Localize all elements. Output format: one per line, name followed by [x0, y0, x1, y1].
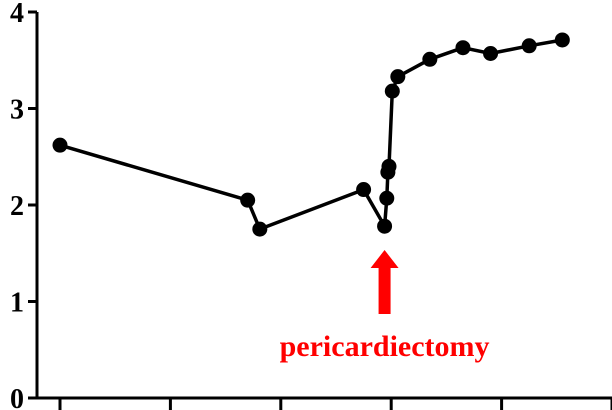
series-line	[59, 38, 563, 231]
data-point	[252, 221, 268, 237]
y-tick-label: 1	[10, 288, 24, 319]
data-point	[381, 158, 397, 174]
annotation-layer: pericardiectomy	[280, 250, 490, 363]
y-tick-label: 2	[10, 191, 24, 222]
data-point	[377, 218, 393, 234]
data-point	[521, 38, 537, 54]
data-point	[52, 137, 68, 153]
data-point	[379, 190, 395, 206]
data-point	[390, 69, 406, 85]
chart-ticks: 0 1 2 3 4	[10, 0, 612, 410]
y-tick-label: 4	[10, 0, 24, 29]
series-layer	[52, 32, 570, 237]
arrow-shaft	[378, 266, 391, 314]
data-point	[554, 32, 570, 48]
y-tick-label: 0	[10, 384, 24, 410]
y-tick-label: 3	[10, 95, 24, 126]
annotation-label: pericardiectomy	[280, 330, 490, 363]
data-point	[483, 45, 499, 61]
arrow-head	[370, 250, 399, 268]
data-point	[240, 192, 256, 208]
data-point	[384, 83, 400, 99]
data-point	[356, 182, 372, 198]
data-point	[422, 51, 438, 67]
data-point	[455, 40, 471, 56]
